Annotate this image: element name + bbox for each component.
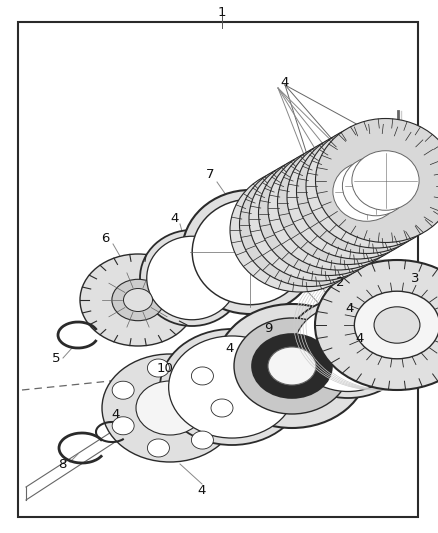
Text: 4: 4 — [112, 408, 120, 422]
Ellipse shape — [323, 167, 391, 227]
Text: 9: 9 — [264, 321, 272, 335]
Ellipse shape — [315, 260, 438, 390]
Ellipse shape — [287, 135, 427, 259]
Text: 4: 4 — [171, 212, 179, 224]
Ellipse shape — [112, 381, 134, 399]
Text: 4: 4 — [281, 76, 289, 88]
Ellipse shape — [140, 230, 244, 326]
Ellipse shape — [230, 168, 370, 292]
Ellipse shape — [147, 236, 237, 320]
Text: 7: 7 — [206, 168, 214, 182]
Text: 4: 4 — [198, 483, 206, 497]
Ellipse shape — [216, 304, 368, 428]
Ellipse shape — [258, 151, 399, 276]
Ellipse shape — [112, 417, 134, 435]
Ellipse shape — [268, 146, 408, 270]
Ellipse shape — [240, 163, 379, 287]
Ellipse shape — [191, 431, 213, 449]
Ellipse shape — [354, 291, 438, 359]
Text: 4: 4 — [226, 342, 234, 354]
Ellipse shape — [192, 199, 308, 305]
Ellipse shape — [278, 141, 417, 264]
Text: 4: 4 — [346, 302, 354, 314]
Ellipse shape — [295, 184, 362, 243]
Ellipse shape — [304, 178, 371, 238]
Ellipse shape — [124, 288, 152, 311]
Ellipse shape — [352, 151, 419, 210]
Ellipse shape — [148, 439, 170, 457]
Ellipse shape — [136, 381, 204, 435]
Ellipse shape — [211, 399, 233, 417]
Text: 10: 10 — [156, 361, 173, 375]
Text: 4: 4 — [356, 332, 364, 344]
Text: 6: 6 — [101, 231, 109, 245]
Text: 5: 5 — [52, 351, 60, 365]
Ellipse shape — [148, 359, 170, 377]
Text: 3: 3 — [411, 271, 419, 285]
Ellipse shape — [102, 354, 238, 462]
Ellipse shape — [169, 336, 295, 438]
Ellipse shape — [374, 307, 420, 343]
Ellipse shape — [297, 130, 437, 254]
Ellipse shape — [343, 156, 410, 216]
Ellipse shape — [234, 318, 350, 414]
Text: 2: 2 — [336, 276, 344, 288]
Ellipse shape — [286, 189, 353, 249]
Ellipse shape — [252, 334, 332, 398]
Text: 1: 1 — [218, 5, 226, 19]
Ellipse shape — [160, 329, 304, 445]
Ellipse shape — [306, 124, 438, 248]
Ellipse shape — [80, 254, 196, 346]
Ellipse shape — [286, 298, 410, 398]
Ellipse shape — [266, 200, 334, 260]
Ellipse shape — [314, 173, 381, 232]
Ellipse shape — [294, 304, 402, 392]
Ellipse shape — [182, 190, 318, 314]
Text: 8: 8 — [58, 458, 66, 472]
Ellipse shape — [268, 347, 316, 385]
Ellipse shape — [191, 367, 213, 385]
Ellipse shape — [333, 161, 400, 221]
Ellipse shape — [249, 157, 389, 281]
Ellipse shape — [276, 195, 343, 254]
Ellipse shape — [315, 118, 438, 243]
Ellipse shape — [112, 279, 164, 321]
